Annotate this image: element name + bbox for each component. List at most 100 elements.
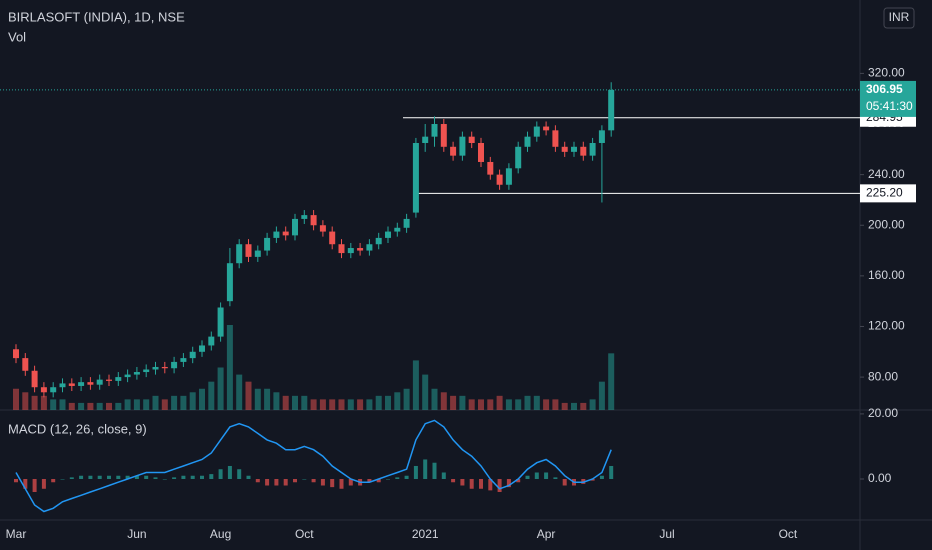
volume-bar bbox=[217, 367, 224, 410]
histogram-bar bbox=[367, 478, 372, 483]
candle-body bbox=[515, 146, 522, 169]
volume-bar bbox=[282, 395, 289, 410]
candle-body bbox=[301, 215, 308, 219]
candle-body bbox=[347, 248, 354, 254]
volume-bar bbox=[161, 399, 168, 410]
candle-body bbox=[496, 174, 503, 185]
candle-body bbox=[208, 336, 215, 346]
volume-bar bbox=[478, 399, 484, 410]
histogram-bar bbox=[553, 477, 558, 479]
price-label: 306.95 bbox=[866, 82, 903, 96]
candle-body bbox=[329, 231, 336, 245]
candle-body bbox=[478, 142, 484, 162]
candle-body bbox=[31, 370, 38, 388]
histogram-bar bbox=[172, 477, 177, 479]
y-tick-label: 80.00 bbox=[868, 369, 898, 383]
histogram-bar bbox=[274, 478, 279, 486]
histogram-bar bbox=[227, 465, 232, 479]
candle-body bbox=[171, 361, 178, 369]
histogram-bar bbox=[14, 478, 18, 483]
candle-body bbox=[431, 124, 438, 137]
volume-bar bbox=[273, 392, 280, 410]
histogram-bar bbox=[190, 475, 195, 479]
x-tick-label: Aug bbox=[210, 527, 231, 541]
histogram-bar bbox=[41, 478, 46, 489]
candle-body bbox=[338, 244, 345, 254]
volume-bar bbox=[264, 388, 271, 410]
volume-bar bbox=[115, 402, 122, 410]
histogram-bar bbox=[153, 477, 158, 479]
candle-body bbox=[580, 146, 587, 156]
candle-body bbox=[571, 146, 577, 152]
histogram-bar bbox=[88, 475, 93, 479]
histogram-bar bbox=[376, 478, 381, 483]
histogram-bar bbox=[590, 478, 595, 481]
histogram-bar bbox=[339, 478, 344, 489]
histogram-bar bbox=[534, 472, 539, 479]
histogram-bar bbox=[255, 478, 260, 483]
candle-body bbox=[124, 374, 131, 378]
volume-bar bbox=[245, 381, 252, 410]
volume-bar bbox=[515, 399, 522, 410]
candle-body bbox=[422, 136, 429, 143]
volume-bar bbox=[496, 395, 503, 410]
candle-body bbox=[375, 237, 382, 245]
volume-bar bbox=[571, 402, 577, 410]
volume-bar bbox=[366, 399, 373, 410]
y-tick-label: 160.00 bbox=[868, 268, 905, 282]
histogram-bar bbox=[246, 475, 251, 479]
histogram-bar bbox=[386, 478, 390, 480]
histogram-bar bbox=[451, 478, 456, 483]
volume-bar bbox=[440, 392, 447, 410]
histogram-bar bbox=[162, 478, 167, 480]
histogram-bar bbox=[506, 478, 511, 488]
candle-body bbox=[245, 244, 252, 257]
histogram-bar bbox=[320, 478, 325, 486]
volume-bar bbox=[329, 399, 336, 410]
volume-bar bbox=[431, 388, 438, 410]
histogram-bar bbox=[488, 478, 493, 491]
volume-bar bbox=[347, 399, 354, 410]
candle-body bbox=[403, 218, 410, 228]
volume-bar bbox=[561, 402, 568, 410]
candle-body bbox=[143, 369, 150, 373]
y-tick-label: 200.00 bbox=[868, 217, 905, 231]
volume-bar bbox=[505, 399, 512, 410]
y-tick-label: 240.00 bbox=[868, 167, 905, 181]
volume-bar bbox=[152, 395, 159, 410]
volume-bar bbox=[403, 388, 410, 410]
volume-bar bbox=[50, 399, 57, 410]
histogram-bar bbox=[209, 474, 214, 479]
volume-bar bbox=[59, 399, 66, 410]
candle-body bbox=[115, 377, 122, 381]
candle-body bbox=[589, 142, 596, 156]
volume-bar bbox=[552, 399, 559, 410]
currency-badge[interactable] bbox=[883, 7, 915, 29]
histogram-bar bbox=[302, 478, 307, 480]
candle-body bbox=[22, 358, 29, 371]
histogram-bar bbox=[107, 475, 111, 479]
volume-bar bbox=[236, 374, 243, 410]
x-tick-label: Oct bbox=[295, 527, 314, 541]
volume-bar bbox=[598, 381, 605, 410]
volume-bar bbox=[385, 395, 391, 410]
histogram-bar bbox=[144, 475, 149, 479]
candle-body bbox=[440, 124, 447, 147]
histogram-bar bbox=[479, 478, 483, 489]
y-tick-label: 20.00 bbox=[868, 406, 898, 420]
histogram-bar bbox=[237, 469, 242, 479]
histogram-bar bbox=[283, 478, 288, 486]
histogram-bar bbox=[200, 475, 204, 479]
x-tick-label: Mar bbox=[6, 527, 27, 541]
volume-bar bbox=[189, 392, 196, 410]
candle-body bbox=[598, 130, 605, 143]
candle-body bbox=[106, 379, 112, 381]
histogram-bar bbox=[218, 469, 223, 479]
chart-title: BIRLASOFT (INDIA), 1D, NSE bbox=[8, 9, 185, 24]
price-tag bbox=[860, 80, 916, 117]
candle-body bbox=[161, 366, 168, 369]
volume-bar bbox=[450, 395, 457, 410]
histogram-bar bbox=[134, 475, 139, 479]
